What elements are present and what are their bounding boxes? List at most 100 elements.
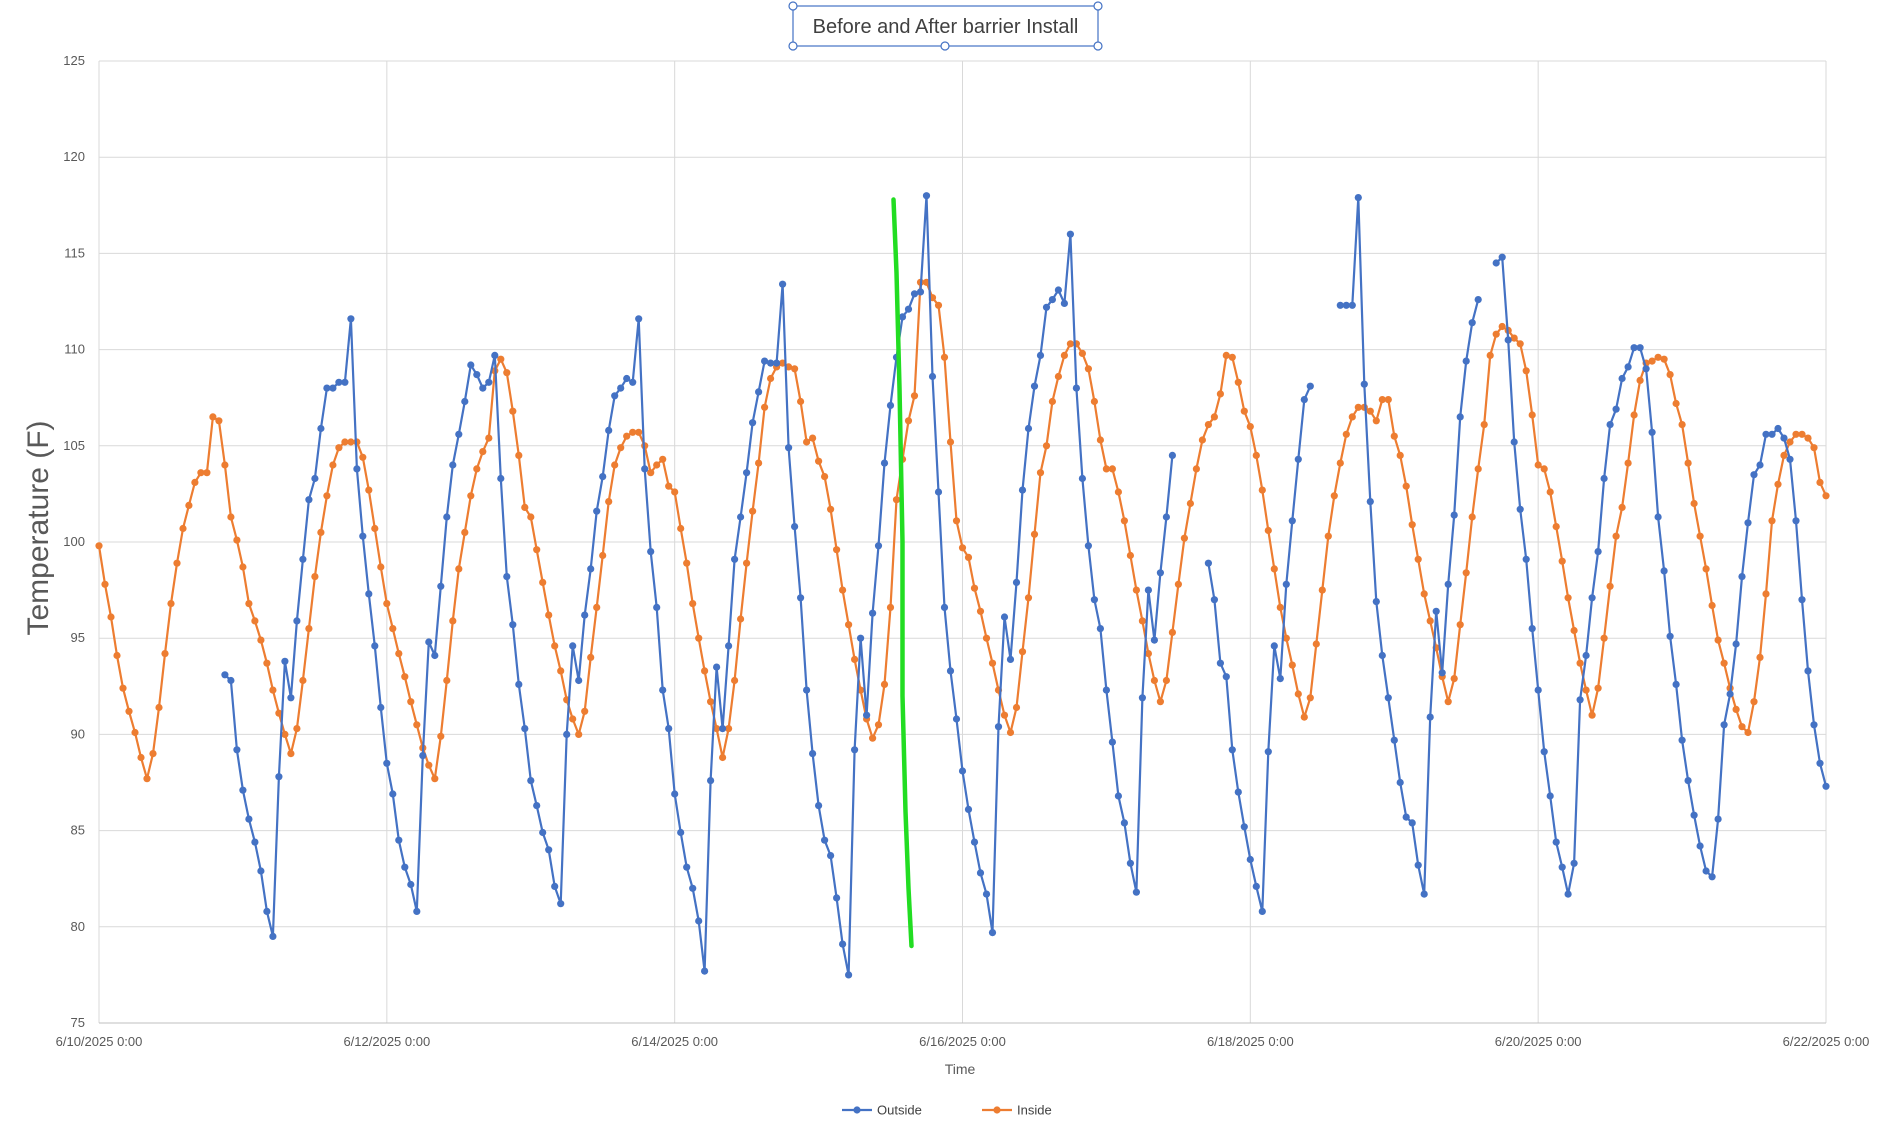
data-point-outside [1708,873,1716,881]
data-point-inside [473,465,481,473]
data-point-outside [323,384,331,392]
data-point-outside [311,474,319,483]
data-point-inside [1144,650,1152,658]
data-point-inside [701,667,709,675]
data-point-outside [1276,675,1284,683]
data-point-inside [677,524,685,533]
data-point-outside [845,971,853,979]
data-point-outside [701,967,709,975]
data-point-outside [419,752,427,760]
data-point-outside [479,384,487,392]
data-point-inside [1276,603,1284,612]
data-point-outside [857,634,865,642]
title-handle[interactable] [1093,41,1103,51]
data-point-inside [1762,590,1770,598]
data-point-outside [263,907,271,916]
data-point-outside [851,746,859,754]
data-point-outside [904,305,913,313]
data-point-outside [1774,424,1782,433]
data-point-outside [1066,230,1074,238]
data-point-inside [1174,580,1182,588]
data-point-inside [695,634,703,642]
data-point-inside [653,461,661,469]
data-point-outside [1300,396,1308,404]
legend-marker-outside [853,1106,861,1114]
data-point-outside [1654,513,1662,521]
data-point-outside [1792,517,1800,525]
data-point-outside [1768,430,1776,438]
data-point-outside [281,657,289,665]
data-point-inside [1582,686,1590,694]
data-point-inside [952,517,961,525]
series-line-outside [1340,196,1480,896]
data-point-outside [1372,598,1380,606]
data-point-inside [1750,698,1758,706]
data-point-inside [1192,465,1200,473]
data-point-inside [347,438,355,446]
data-point-outside [425,638,433,646]
chart-title-box[interactable]: Before and After barrier Install [788,1,1103,51]
data-point-outside [1246,855,1254,864]
data-point-outside [1546,792,1554,800]
data-point-outside [533,802,541,810]
data-point-outside [569,642,577,650]
data-point-inside [1114,488,1122,496]
data-point-outside [485,378,493,386]
x-tick-label: 6/22/2025 0:00 [1783,1034,1870,1049]
data-point-inside [1288,661,1296,669]
data-point-inside [593,603,601,612]
data-point-inside [545,611,553,619]
data-point-outside [251,838,259,846]
data-point-outside [365,590,373,598]
data-point-inside [1714,636,1722,644]
data-point-outside [413,907,421,916]
data-point-inside [988,659,997,667]
data-point-inside [341,438,349,446]
title-handle[interactable] [788,1,798,11]
barrier-install-marker [891,197,914,949]
data-point-outside [785,444,793,452]
data-point-outside [1114,792,1122,800]
data-point-inside [1414,555,1422,563]
data-point-inside [1312,640,1320,648]
data-point-outside [1756,461,1764,469]
data-point-outside [1420,890,1428,898]
title-handle[interactable] [788,41,798,51]
data-point-inside [1654,353,1662,361]
data-point-outside [587,565,595,573]
data-point-inside [1690,499,1698,508]
data-point-outside [1432,607,1440,615]
data-point-outside [1348,301,1356,309]
data-point-inside [245,600,253,608]
data-point-inside [425,761,433,769]
data-point-inside [575,730,583,739]
data-point-outside [1762,430,1770,438]
x-tick-label: 6/16/2025 0:00 [919,1034,1006,1049]
data-point-outside [1450,511,1458,519]
data-point-outside [1060,299,1068,307]
data-point-inside [976,607,985,615]
y-axis-title: Temperature (F) [22,420,55,635]
data-point-outside [1666,632,1674,640]
data-point-outside [329,384,337,392]
data-point-inside [407,698,415,706]
data-point-inside [221,461,229,469]
data-point-inside [1372,417,1380,425]
data-point-inside [964,553,973,562]
x-tick-label: 6/14/2025 0:00 [631,1034,718,1049]
series-line-outside [1495,256,1828,896]
data-point-inside [335,444,343,452]
chart-title: Before and After barrier Install [813,16,1079,38]
data-point-outside [1288,517,1296,525]
title-handle[interactable] [940,41,950,51]
data-point-inside [275,709,283,717]
data-point-inside [497,355,505,363]
data-point-outside [407,880,415,889]
title-handle[interactable] [1093,1,1103,11]
data-point-inside [1018,648,1027,656]
data-point-outside [791,523,799,531]
data-point-inside [934,301,943,309]
data-point-outside [1684,777,1692,785]
data-point-inside [940,353,949,361]
data-point-outside [976,869,985,877]
